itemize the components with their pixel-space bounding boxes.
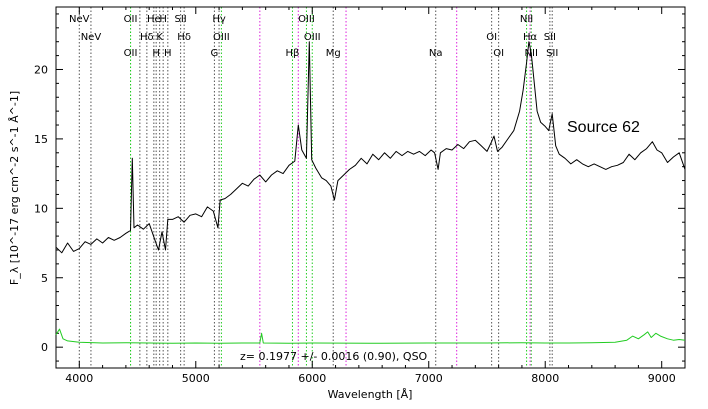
line-label-12: Hδ [177,32,191,43]
spectrum-series [55,41,686,344]
spectral-line-markers [78,7,553,368]
line-label-25: OI [486,32,497,43]
line-label-13: G [211,48,219,59]
line-label-10: H [164,48,172,59]
axis-ticks: 4000 5000 6000 7000 8000 9000 0 5 10 15 20 [34,7,686,385]
y-tick-label-2: 10 [34,202,48,215]
line-label-5: Hδ [140,32,154,43]
line-label-21: Mg [326,48,341,59]
x-tick-label-5: 9000 [648,372,676,385]
line-label-30: SII [544,32,556,43]
redshift-annotation: z= 0.1977 +/- 0.0016 (0.90), QSO [240,350,428,363]
line-label-9: H [159,14,167,25]
line-label-8: K [156,32,163,43]
line-label-6: He [147,14,161,25]
line-label-20: OIII [304,32,321,43]
x-tick-label-4: 8000 [531,372,559,385]
x-tick-label-2: 6000 [298,372,326,385]
line-label-19: OIII [298,14,315,25]
y-tick-label-1: 5 [41,272,48,285]
line-label-2: OII [124,14,138,25]
x-tick-label-1: 5000 [182,372,210,385]
source-label: Source 62 [567,119,640,136]
line-label-14: Hγ [212,14,226,25]
x-tick-label-0: 4000 [65,372,93,385]
y-tick-label-4: 20 [34,63,48,76]
y-tick-label-0: 0 [41,341,48,354]
line-label-17: Hβ [286,48,300,59]
y-tick-label-3: 15 [34,133,48,146]
line-label-11: SII [175,14,187,25]
line-label-0: NeV [69,14,90,25]
series-line-0 [55,41,686,254]
line-label-28: Hα [523,32,538,43]
x-tick-label-3: 7000 [415,372,443,385]
x-axis-label: Wavelength [Å] [328,388,413,401]
line-label-3: OII [124,48,138,59]
spectral-line-labels: NeVNeVOIIOIIHδHeHKHHSIIHδGHγOIIIHβOIIIOI… [69,14,558,59]
line-label-1: NeV [81,32,102,43]
plot-frame [55,6,686,369]
line-label-31: SII [546,48,558,59]
line-label-15: OIII [213,32,230,43]
line-label-7: H [152,48,160,59]
series-line-1 [55,328,686,344]
line-label-26: OI [493,48,504,59]
line-label-27: NII [520,14,533,25]
line-label-23: Na [429,48,443,59]
y-axis-label: F_λ [10^-17 erg cm^-2 s^-1 Å^-1] [8,91,21,285]
